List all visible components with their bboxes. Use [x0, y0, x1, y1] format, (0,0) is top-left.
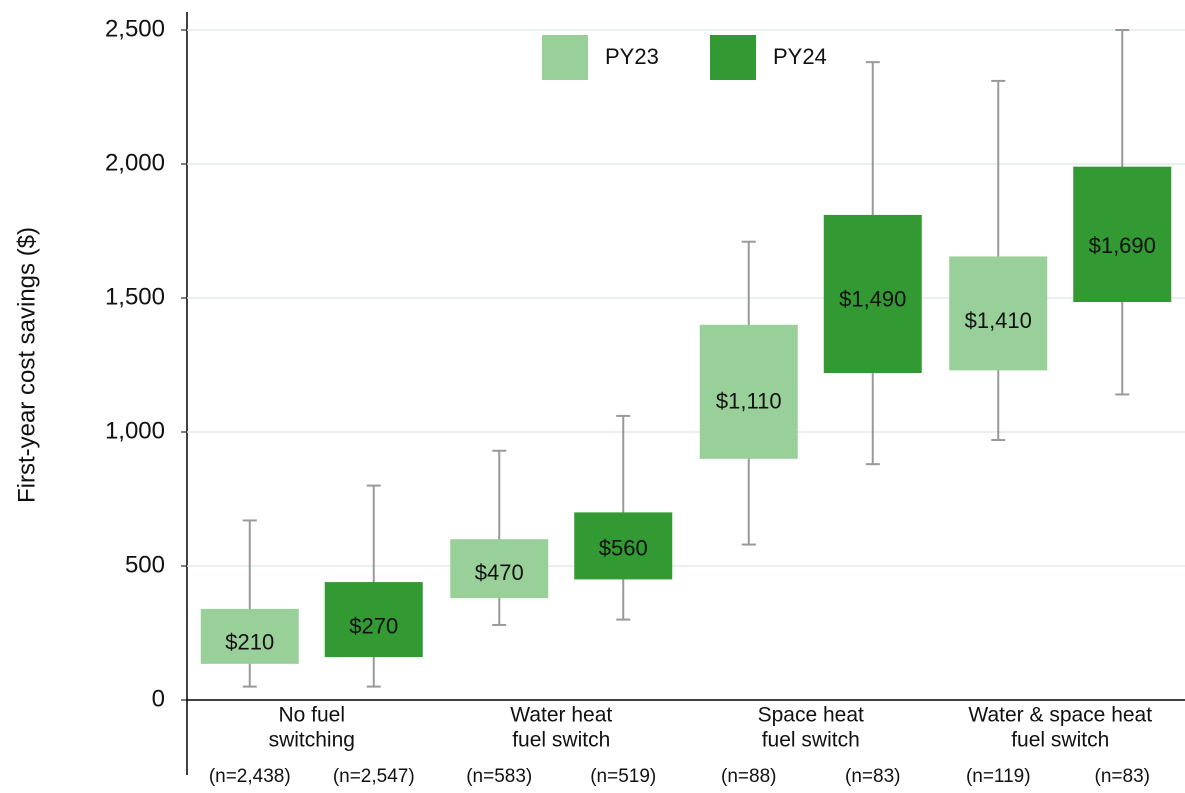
box: [699, 324, 798, 459]
n-label: (n=119): [966, 766, 1031, 787]
legend-label: PY24: [773, 44, 827, 69]
n-label: (n=519): [590, 766, 656, 787]
box: [574, 512, 673, 580]
x-tick-label: No fuel: [278, 704, 345, 727]
box: [200, 608, 299, 664]
y-axis-label: First-year cost savings ($): [13, 227, 40, 503]
box: [949, 256, 1048, 371]
legend-swatch: [542, 35, 588, 80]
x-tick-label: fuel switch: [512, 729, 610, 752]
y-tick-label: 1,500: [105, 283, 165, 310]
y-tick-label: 500: [125, 551, 165, 578]
legend-label: PY23: [605, 44, 659, 69]
y-tick-label: 2,000: [105, 149, 165, 176]
n-label: (n=583): [466, 766, 532, 787]
x-tick-label: Space heat: [758, 704, 864, 727]
x-tick-label: fuel switch: [1011, 729, 1109, 752]
median-label: $470: [475, 560, 524, 585]
n-label: (n=88): [721, 766, 776, 787]
box: [324, 582, 423, 658]
median-label: $1,490: [839, 286, 906, 311]
median-label: $560: [599, 536, 648, 561]
n-label: (n=83): [845, 766, 900, 787]
box: [1073, 166, 1172, 303]
n-label: (n=2,438): [209, 766, 291, 787]
x-tick-label: switching: [269, 729, 355, 752]
box: [450, 539, 549, 599]
n-label: (n=2,547): [333, 766, 415, 787]
n-label: (n=83): [1095, 766, 1150, 787]
x-tick-label: Water & space heat: [968, 704, 1152, 727]
median-label: $1,690: [1089, 233, 1156, 258]
median-label: $270: [349, 613, 398, 638]
legend-swatch: [710, 35, 756, 80]
median-label: $210: [225, 630, 274, 655]
x-tick-label: fuel switch: [762, 729, 860, 752]
x-tick-label: Water heat: [510, 704, 612, 727]
box: [823, 214, 922, 374]
y-tick-label: 0: [152, 685, 165, 712]
median-label: $1,410: [965, 308, 1032, 333]
median-label: $1,110: [716, 388, 782, 413]
y-tick-label: 1,000: [105, 417, 165, 444]
y-tick-label: 2,500: [105, 15, 165, 42]
